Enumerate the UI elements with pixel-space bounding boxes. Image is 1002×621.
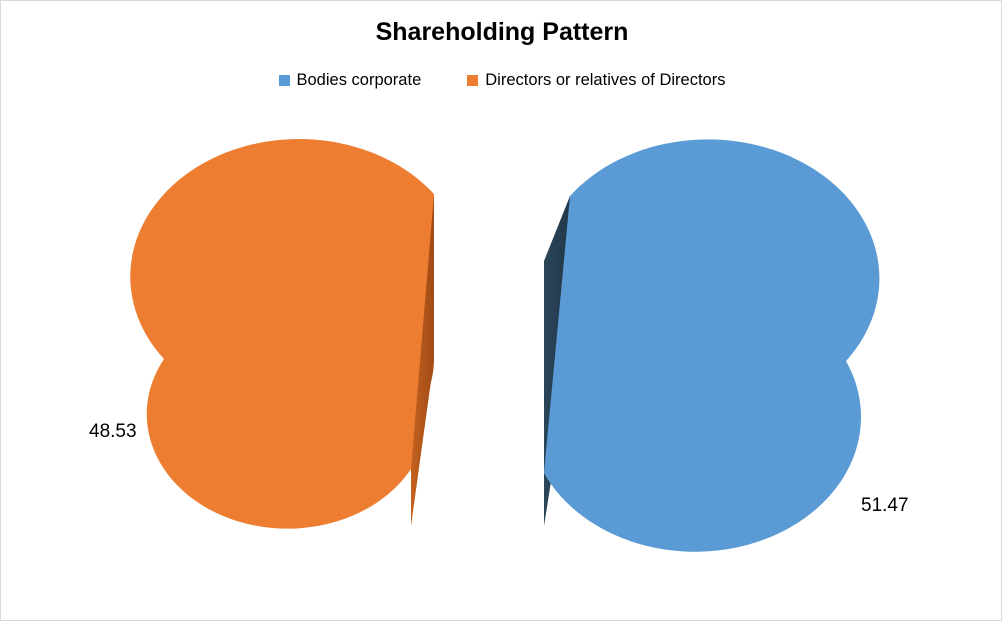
data-label-bodies-corporate: 51.47 <box>861 495 909 516</box>
pie-chart-3d <box>130 139 880 552</box>
legend-swatch-icon <box>278 74 290 86</box>
legend-item-bodies-corporate[interactable]: Bodies corporate <box>278 71 422 89</box>
pie-slice-top-face <box>130 139 434 529</box>
chart-legend: Bodies corporate Directors or relatives … <box>1 71 1001 89</box>
plot-area: 48.53 51.47 <box>1 111 1001 611</box>
data-label-directors-or-relatives: 48.53 <box>89 421 137 442</box>
chart-title: Shareholding Pattern <box>375 18 629 46</box>
legend-item-directors-or-relatives[interactable]: Directors or relatives of Directors <box>467 71 725 89</box>
pie-slice-directors-or-relatives[interactable] <box>130 139 434 529</box>
legend-item-label: Bodies corporate <box>296 71 422 89</box>
legend-swatch-icon <box>467 74 479 86</box>
legend-item-label: Directors or relatives of Directors <box>485 71 726 89</box>
pie-slice-top-face <box>544 139 880 552</box>
pie-slice-bodies-corporate[interactable] <box>544 139 880 552</box>
